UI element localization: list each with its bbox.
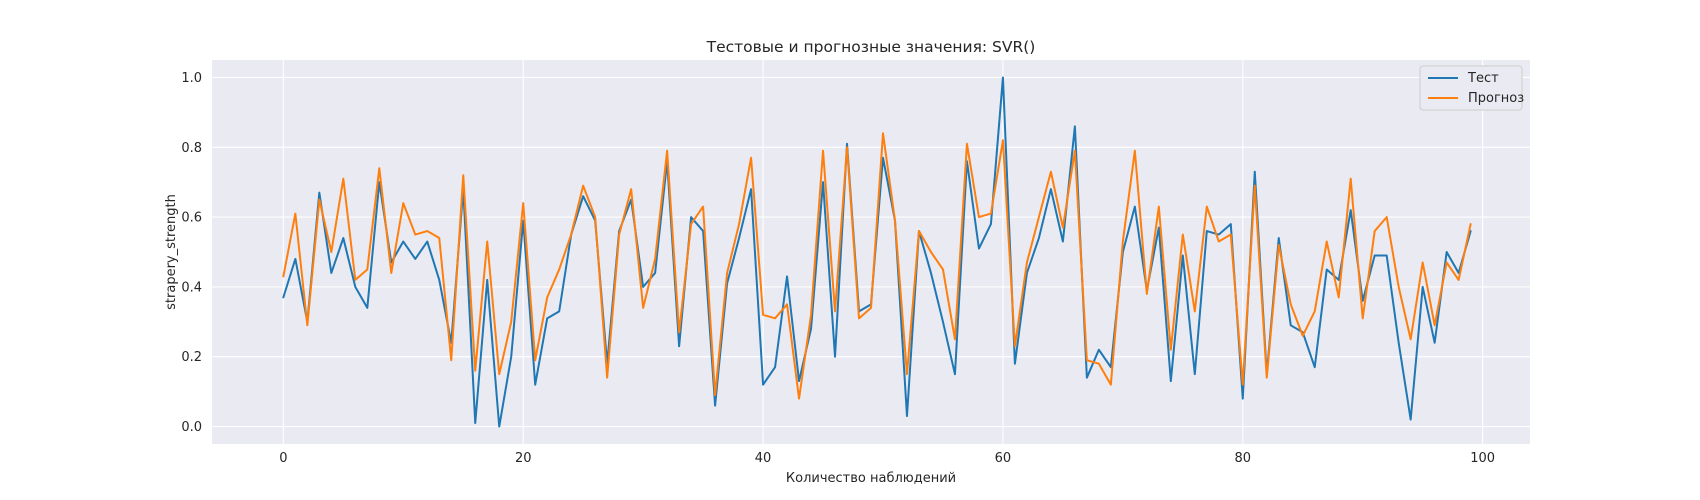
grid-y bbox=[212, 76, 1530, 428]
series-line-forecast bbox=[282, 132, 1472, 400]
chart-title: Тестовые и прогнозные значения: SVR() bbox=[706, 38, 1036, 56]
plot-background bbox=[212, 60, 1530, 444]
y-tick-label: 0.4 bbox=[181, 280, 202, 295]
y-tick-label: 0.8 bbox=[181, 141, 202, 156]
x-tick-label: 20 bbox=[515, 451, 532, 466]
series-layer bbox=[282, 76, 1472, 428]
legend: Тест Прогноз bbox=[1419, 65, 1524, 111]
y-axis-label: strapery_strength bbox=[164, 194, 179, 310]
x-tick-label: 80 bbox=[1235, 451, 1252, 466]
x-tick-label: 40 bbox=[755, 451, 772, 466]
y-tick-label: 0.2 bbox=[181, 350, 202, 365]
legend-label-test: Тест bbox=[1467, 71, 1499, 86]
y-tick-labels: 0.0 0.2 0.4 0.6 0.8 1.0 bbox=[181, 71, 202, 435]
y-tick-label: 0.6 bbox=[181, 211, 202, 226]
x-tick-labels: 0 20 40 60 80 100 bbox=[279, 451, 1495, 466]
legend-label-forecast: Прогноз bbox=[1468, 91, 1524, 106]
y-tick-label: 0.0 bbox=[181, 420, 202, 435]
x-tick-label: 60 bbox=[995, 451, 1012, 466]
x-tick-label: 100 bbox=[1470, 451, 1495, 466]
x-axis-label: Количество наблюдений bbox=[786, 471, 956, 486]
x-tick-label: 0 bbox=[279, 451, 287, 466]
y-tick-label: 1.0 bbox=[181, 71, 202, 86]
